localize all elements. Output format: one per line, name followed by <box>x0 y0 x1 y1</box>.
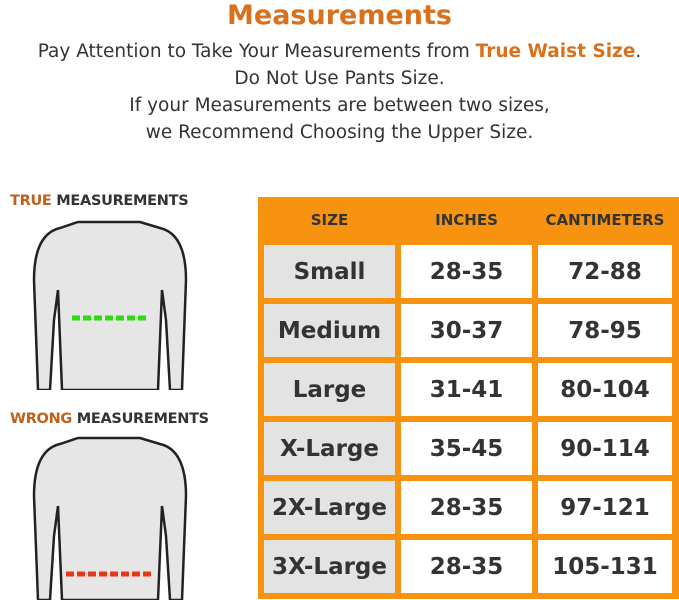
instruction-line-3: If your Measurements are between two siz… <box>129 95 550 116</box>
wrong-measurements-label: WRONG MEASUREMENTS <box>10 411 209 427</box>
label-highlight: WRONG <box>10 411 73 427</box>
true-measurements-label: TRUE MEASUREMENTS <box>10 193 189 209</box>
label-rest: MEASUREMENTS <box>72 411 209 427</box>
inches-cell: 28-35 <box>401 481 532 534</box>
size-cell: Small <box>264 245 395 298</box>
size-cell: 2X-Large <box>264 481 395 534</box>
centimeters-cell: 72-88 <box>538 245 672 298</box>
label-rest: MEASUREMENTS <box>51 193 189 209</box>
instruction-suffix: . <box>635 41 642 62</box>
true-measurement-body-figure <box>32 220 188 390</box>
size-cell: 3X-Large <box>264 540 395 593</box>
instruction-line-2: Do Not Use Pants Size. <box>234 68 445 89</box>
header-inches: INCHES <box>435 211 498 229</box>
page-title: Measurements <box>227 0 452 31</box>
centimeters-cell: 90-114 <box>538 422 672 475</box>
instructions: Pay Attention to Take Your Measurements … <box>0 38 679 146</box>
size-cell: X-Large <box>264 422 395 475</box>
inches-cell: 31-41 <box>401 363 532 416</box>
true-waist-highlight: True Waist Size <box>475 41 636 62</box>
inches-cell: 28-35 <box>401 540 532 593</box>
size-chart-table: SIZE INCHES CANTIMETERS Small 28-35 72-88 M… <box>258 197 679 599</box>
header-size: SIZE <box>310 211 349 229</box>
instruction-line-1: Pay Attention to Take Your Measurements … <box>0 38 679 65</box>
size-cell: Large <box>264 363 395 416</box>
label-highlight: TRUE <box>10 193 52 209</box>
instruction-text: Pay Attention to Take Your Measurements … <box>37 41 476 62</box>
centimeters-cell: 97-121 <box>538 481 672 534</box>
centimeters-cell: 78-95 <box>538 304 672 357</box>
wrong-measurement-body-figure <box>32 436 188 600</box>
centimeters-cell: 105-131 <box>538 540 672 593</box>
instruction-line-4: we Recommend Choosing the Upper Size. <box>145 122 534 143</box>
inches-cell: 35-45 <box>401 422 532 475</box>
inches-cell: 30-37 <box>401 304 532 357</box>
inches-cell: 28-35 <box>401 245 532 298</box>
size-cell: Medium <box>264 304 395 357</box>
header-centimeters: CANTIMETERS <box>545 211 665 229</box>
centimeters-cell: 80-104 <box>538 363 672 416</box>
